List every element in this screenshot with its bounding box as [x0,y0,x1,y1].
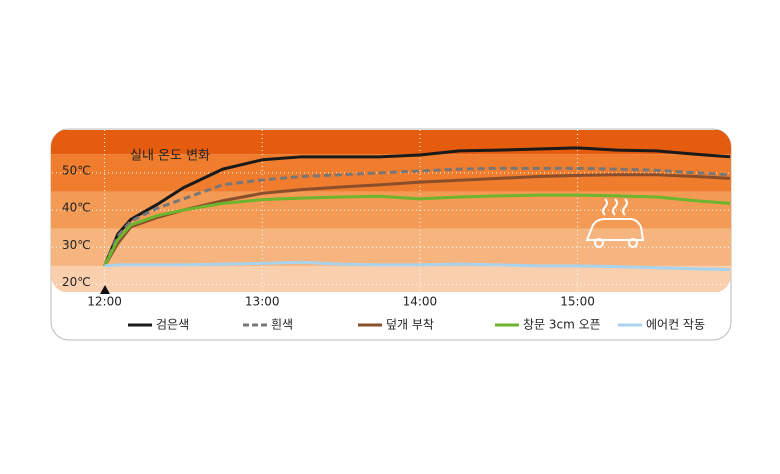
legend-label: 덮개 부착 [386,318,434,332]
start-marker [100,285,110,294]
plot [52,130,731,292]
legend-label: 흰색 [271,318,293,332]
x-tick-label: 12:00 [87,295,122,309]
x-tick-label: 14:00 [403,295,438,309]
y-tick-label: 50℃ [62,163,91,177]
series-line [104,260,731,272]
x-tick-label: 15:00 [560,295,595,309]
y-tick-label: 40℃ [62,201,91,215]
series-line [103,166,731,267]
legend-label: 에어컨 작동 [646,318,705,332]
legend-label: 검은색 [156,318,189,332]
y-tick-label: 20℃ [62,275,91,289]
x-tick-label: 13:00 [245,295,280,309]
series-line [103,193,731,267]
car-icon [585,198,645,248]
chart-title: 실내 온도 변화 [130,149,210,164]
band [51,265,731,292]
series-line [103,146,731,267]
legend-label: 창문 3cm 오픈 [523,318,601,332]
legend: 검은색 흰색 덮개 부착 창문 3cm 오픈 에어컨 작동 [128,318,705,332]
y-tick-label: 30℃ [62,238,91,252]
series-line [103,173,731,267]
